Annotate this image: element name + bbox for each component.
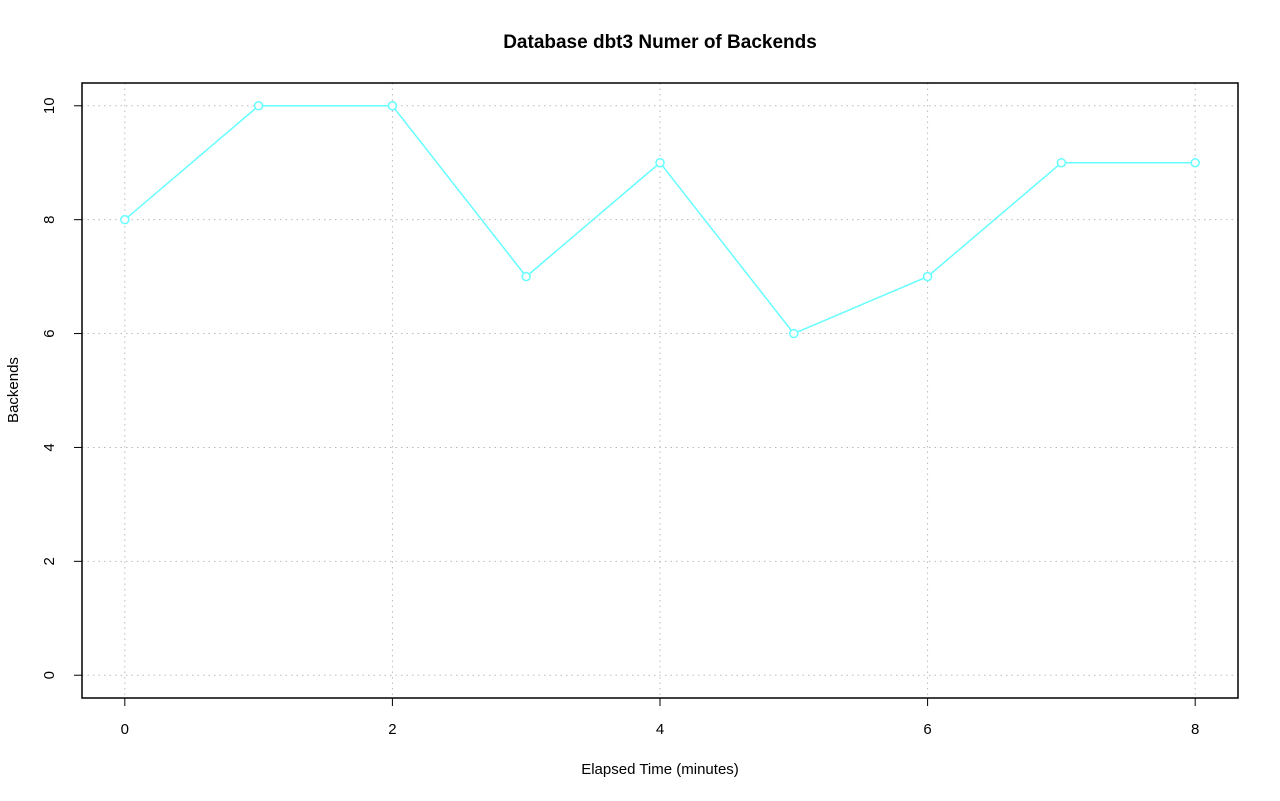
point xyxy=(387,101,398,111)
chart-title: Database dbt3 Numer of Backends xyxy=(503,32,817,53)
y-tick-label: 4 xyxy=(41,443,58,451)
y-tick-label: 0 xyxy=(41,671,58,679)
plot-frame xyxy=(81,82,1239,699)
x-axis-label: Elapsed Time (minutes) xyxy=(581,761,739,778)
y-tick-label: 8 xyxy=(41,215,58,223)
y-tick-label: 10 xyxy=(41,97,58,114)
point xyxy=(253,101,264,111)
point xyxy=(1056,157,1067,168)
x-tick-label: 4 xyxy=(656,721,664,738)
point xyxy=(922,271,933,282)
y-axis-label: Backends xyxy=(5,357,22,423)
point xyxy=(1190,157,1200,168)
x-tick-label: 2 xyxy=(388,721,396,738)
point xyxy=(655,157,665,168)
point xyxy=(120,214,130,225)
x-tick-label: 0 xyxy=(121,721,129,738)
y-tick-label: 2 xyxy=(41,557,58,565)
point xyxy=(521,271,531,282)
x-tick-label: 8 xyxy=(1191,721,1199,738)
x-tick-label: 6 xyxy=(923,721,931,738)
point xyxy=(789,328,799,339)
y-tick-label: 6 xyxy=(41,329,58,337)
